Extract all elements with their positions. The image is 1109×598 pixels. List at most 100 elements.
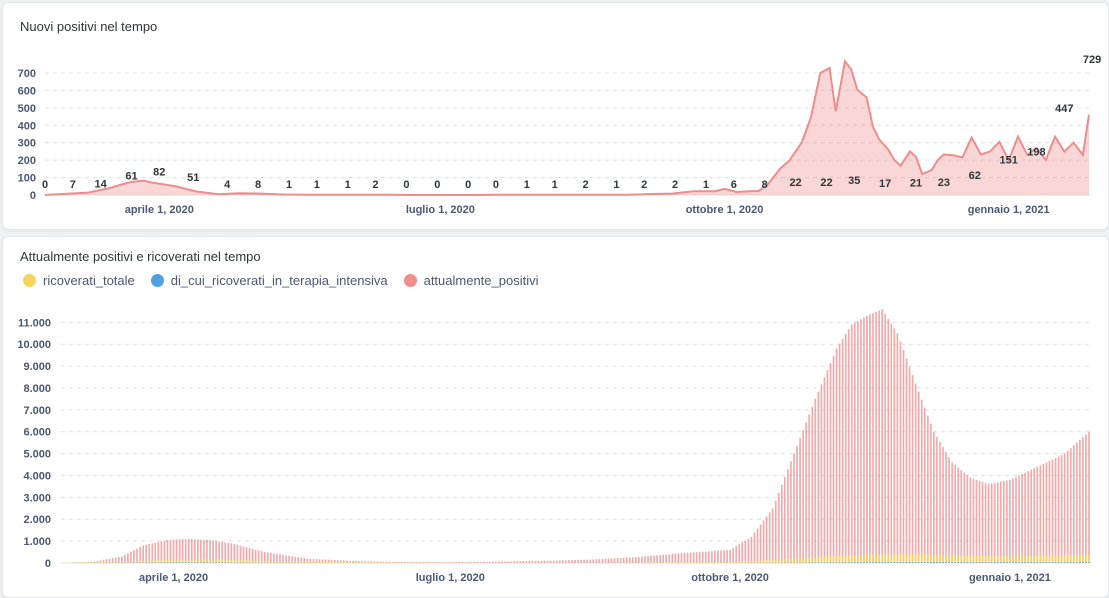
legend-swatch: [150, 274, 164, 287]
bar: [525, 561, 528, 563]
bar: [969, 477, 972, 563]
bar: [668, 554, 671, 563]
bar: [90, 562, 93, 563]
bar: [683, 562, 686, 563]
bar: [306, 558, 309, 563]
bar: [361, 562, 363, 563]
bar: [850, 562, 853, 563]
legend-item-terapia-intensiva[interactable]: di_cui_ricoverati_in_terapia_intensiva: [150, 273, 388, 288]
data-label: 62: [969, 170, 981, 182]
bar: [875, 311, 877, 563]
bar: [574, 560, 576, 563]
x-tick-label: luglio 1, 2020: [416, 572, 485, 584]
bar: [817, 391, 820, 563]
bar: [294, 561, 297, 563]
bar: [887, 554, 890, 563]
bar: [711, 551, 713, 563]
bar: [324, 559, 327, 563]
bar: [136, 560, 138, 563]
legend-item-ricoverati-totale[interactable]: ricoverati_totale: [23, 273, 135, 288]
bar: [987, 555, 990, 563]
bar: [443, 562, 446, 563]
bar: [239, 559, 242, 563]
bar: [975, 479, 978, 563]
bar: [221, 559, 224, 563]
bar: [498, 561, 500, 563]
bar: [972, 562, 975, 563]
bar: [680, 553, 683, 563]
bar: [829, 362, 832, 563]
bar: [920, 554, 923, 563]
bar: [212, 540, 214, 563]
bar: [117, 556, 120, 563]
bar: [805, 422, 807, 563]
bar: [230, 559, 233, 563]
bar: [899, 562, 902, 563]
bar: [844, 334, 847, 563]
data-label: 1: [314, 179, 320, 191]
bar: [1051, 459, 1054, 563]
bar: [695, 562, 698, 563]
bar: [239, 545, 242, 563]
bar: [908, 554, 911, 563]
bar: [391, 562, 394, 563]
bar: [251, 548, 254, 563]
data-label: 8: [255, 179, 261, 191]
bar: [1012, 478, 1014, 563]
bar: [99, 561, 102, 563]
data-label: 0: [42, 179, 48, 191]
bar: [257, 550, 260, 563]
bar: [784, 477, 786, 563]
bar: [333, 561, 336, 563]
bar: [127, 553, 129, 563]
bar: [978, 480, 981, 563]
bar: [282, 561, 284, 563]
bar: [1079, 439, 1081, 563]
x-tick-label: gennaio 1, 2021: [969, 572, 1051, 584]
y-tick-label: 10.000: [17, 339, 51, 351]
bar: [175, 539, 178, 563]
bar: [826, 370, 829, 563]
data-label: 0: [434, 179, 440, 191]
bar: [933, 554, 935, 563]
bar: [172, 559, 175, 563]
bar: [860, 319, 862, 563]
bar: [805, 557, 807, 563]
bar: [777, 492, 780, 563]
bar: [832, 556, 835, 563]
bar: [917, 562, 920, 563]
bar: [936, 436, 938, 563]
bar: [741, 542, 744, 563]
y-tick-label: 400: [18, 120, 36, 132]
bar: [747, 561, 750, 563]
bar: [1057, 456, 1060, 563]
bar: [890, 562, 893, 563]
bar: [93, 562, 96, 563]
bar: [966, 555, 969, 563]
bar: [592, 559, 595, 563]
bar: [276, 553, 278, 563]
bar: [914, 383, 917, 563]
bar: [163, 559, 166, 563]
y-tick-label: 4.000: [23, 470, 51, 482]
legend-item-attualmente-positivi[interactable]: attualmente_positivi: [403, 273, 539, 288]
bar: [203, 562, 205, 563]
x-tick-label: ottobre 1, 2020: [686, 204, 764, 216]
bar: [291, 561, 293, 563]
bar: [309, 561, 312, 563]
bar: [349, 560, 351, 563]
bar: [558, 560, 561, 563]
bar: [604, 558, 607, 563]
bar: [1030, 562, 1033, 563]
bar: [793, 453, 795, 563]
bar: [589, 559, 592, 563]
bar: [218, 541, 220, 563]
bar: [963, 472, 966, 563]
bar: [771, 508, 774, 563]
bar: [595, 559, 598, 563]
bar: [835, 555, 838, 563]
bar: [425, 562, 427, 563]
bar: [759, 560, 762, 563]
chart-card-nuovi-positivi: Nuovi positivi nel tempo 0 100 200 300 400 50…: [2, 2, 1109, 230]
y-tick-label: 300: [18, 138, 36, 150]
